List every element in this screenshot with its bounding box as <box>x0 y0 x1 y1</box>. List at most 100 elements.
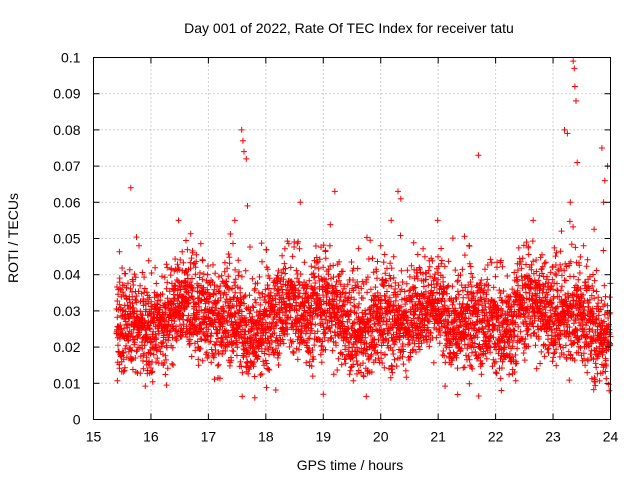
data-point <box>593 364 600 371</box>
data-point <box>312 264 318 271</box>
data-point <box>192 271 199 278</box>
data-point <box>454 288 461 295</box>
data-point <box>349 354 355 360</box>
data-point <box>213 339 220 346</box>
data-point <box>116 248 123 255</box>
data-point <box>318 359 325 366</box>
data-point <box>320 391 327 398</box>
data-point <box>336 297 343 304</box>
data-point <box>141 342 148 349</box>
data-point <box>128 356 135 363</box>
data-point <box>258 371 265 377</box>
x-tick-label: 20 <box>373 429 389 445</box>
data-point <box>466 243 473 250</box>
data-point <box>395 188 401 195</box>
data-point <box>354 370 360 377</box>
data-point <box>360 295 366 302</box>
data-point <box>444 283 451 290</box>
data-point <box>333 278 340 285</box>
data-point <box>183 303 190 310</box>
data-point <box>349 267 356 274</box>
data-point <box>344 281 351 288</box>
data-point <box>126 266 133 273</box>
data-point <box>193 251 200 258</box>
data-point <box>339 268 346 275</box>
data-point <box>215 273 222 280</box>
data-point <box>192 347 199 354</box>
data-point <box>238 308 245 315</box>
data-point <box>347 307 354 314</box>
data-point <box>346 289 353 296</box>
data-point <box>149 378 156 385</box>
data-point <box>591 277 598 284</box>
data-point <box>309 347 316 353</box>
data-point <box>225 251 232 257</box>
data-point <box>600 247 607 254</box>
data-point <box>521 357 528 364</box>
data-point <box>429 257 436 264</box>
data-point <box>264 282 271 288</box>
data-point <box>208 346 215 353</box>
data-point <box>159 273 165 280</box>
data-point <box>115 342 121 349</box>
data-point <box>260 358 267 365</box>
data-point <box>515 244 522 251</box>
data-point <box>250 304 257 311</box>
data-point <box>436 340 443 347</box>
data-point <box>345 338 352 345</box>
data-point <box>164 264 171 271</box>
data-point <box>205 263 211 269</box>
data-point <box>140 357 146 364</box>
data-point <box>253 309 260 316</box>
data-point <box>249 335 255 341</box>
data-point <box>390 351 397 357</box>
data-point <box>217 294 224 301</box>
data-point <box>296 340 303 347</box>
data-point <box>212 270 219 277</box>
data-point <box>322 330 329 337</box>
data-point <box>214 283 221 290</box>
data-point <box>350 377 357 384</box>
data-point <box>306 335 313 342</box>
data-point <box>389 369 396 376</box>
data-point <box>354 279 361 285</box>
data-point <box>468 270 475 277</box>
data-point <box>187 265 194 272</box>
data-point <box>364 346 371 353</box>
data-point <box>449 235 456 242</box>
data-point <box>584 369 591 376</box>
data-point <box>339 289 346 296</box>
data-point <box>525 251 532 258</box>
data-point <box>198 297 205 304</box>
data-point <box>351 302 358 309</box>
data-point <box>276 314 283 321</box>
data-point <box>323 294 330 300</box>
data-point <box>239 369 246 376</box>
data-point <box>276 332 283 339</box>
data-point <box>263 384 270 391</box>
data-point <box>221 259 228 266</box>
data-point <box>354 265 361 272</box>
data-point <box>269 339 275 346</box>
data-point <box>205 326 212 333</box>
data-point <box>312 321 319 328</box>
data-point <box>208 330 215 337</box>
data-point <box>196 303 203 310</box>
data-point <box>438 245 445 252</box>
data-point <box>155 330 162 337</box>
data-point <box>371 292 378 299</box>
data-point <box>310 274 317 281</box>
data-point <box>123 342 130 349</box>
data-point <box>203 321 210 328</box>
data-point <box>330 274 337 281</box>
data-point <box>351 296 358 303</box>
data-point <box>145 257 152 264</box>
data-point <box>273 319 280 326</box>
data-point <box>292 330 299 337</box>
x-tick-label: 23 <box>545 429 561 445</box>
data-point <box>574 159 581 166</box>
data-point <box>238 126 245 133</box>
data-point <box>258 240 265 247</box>
data-point <box>152 331 159 338</box>
